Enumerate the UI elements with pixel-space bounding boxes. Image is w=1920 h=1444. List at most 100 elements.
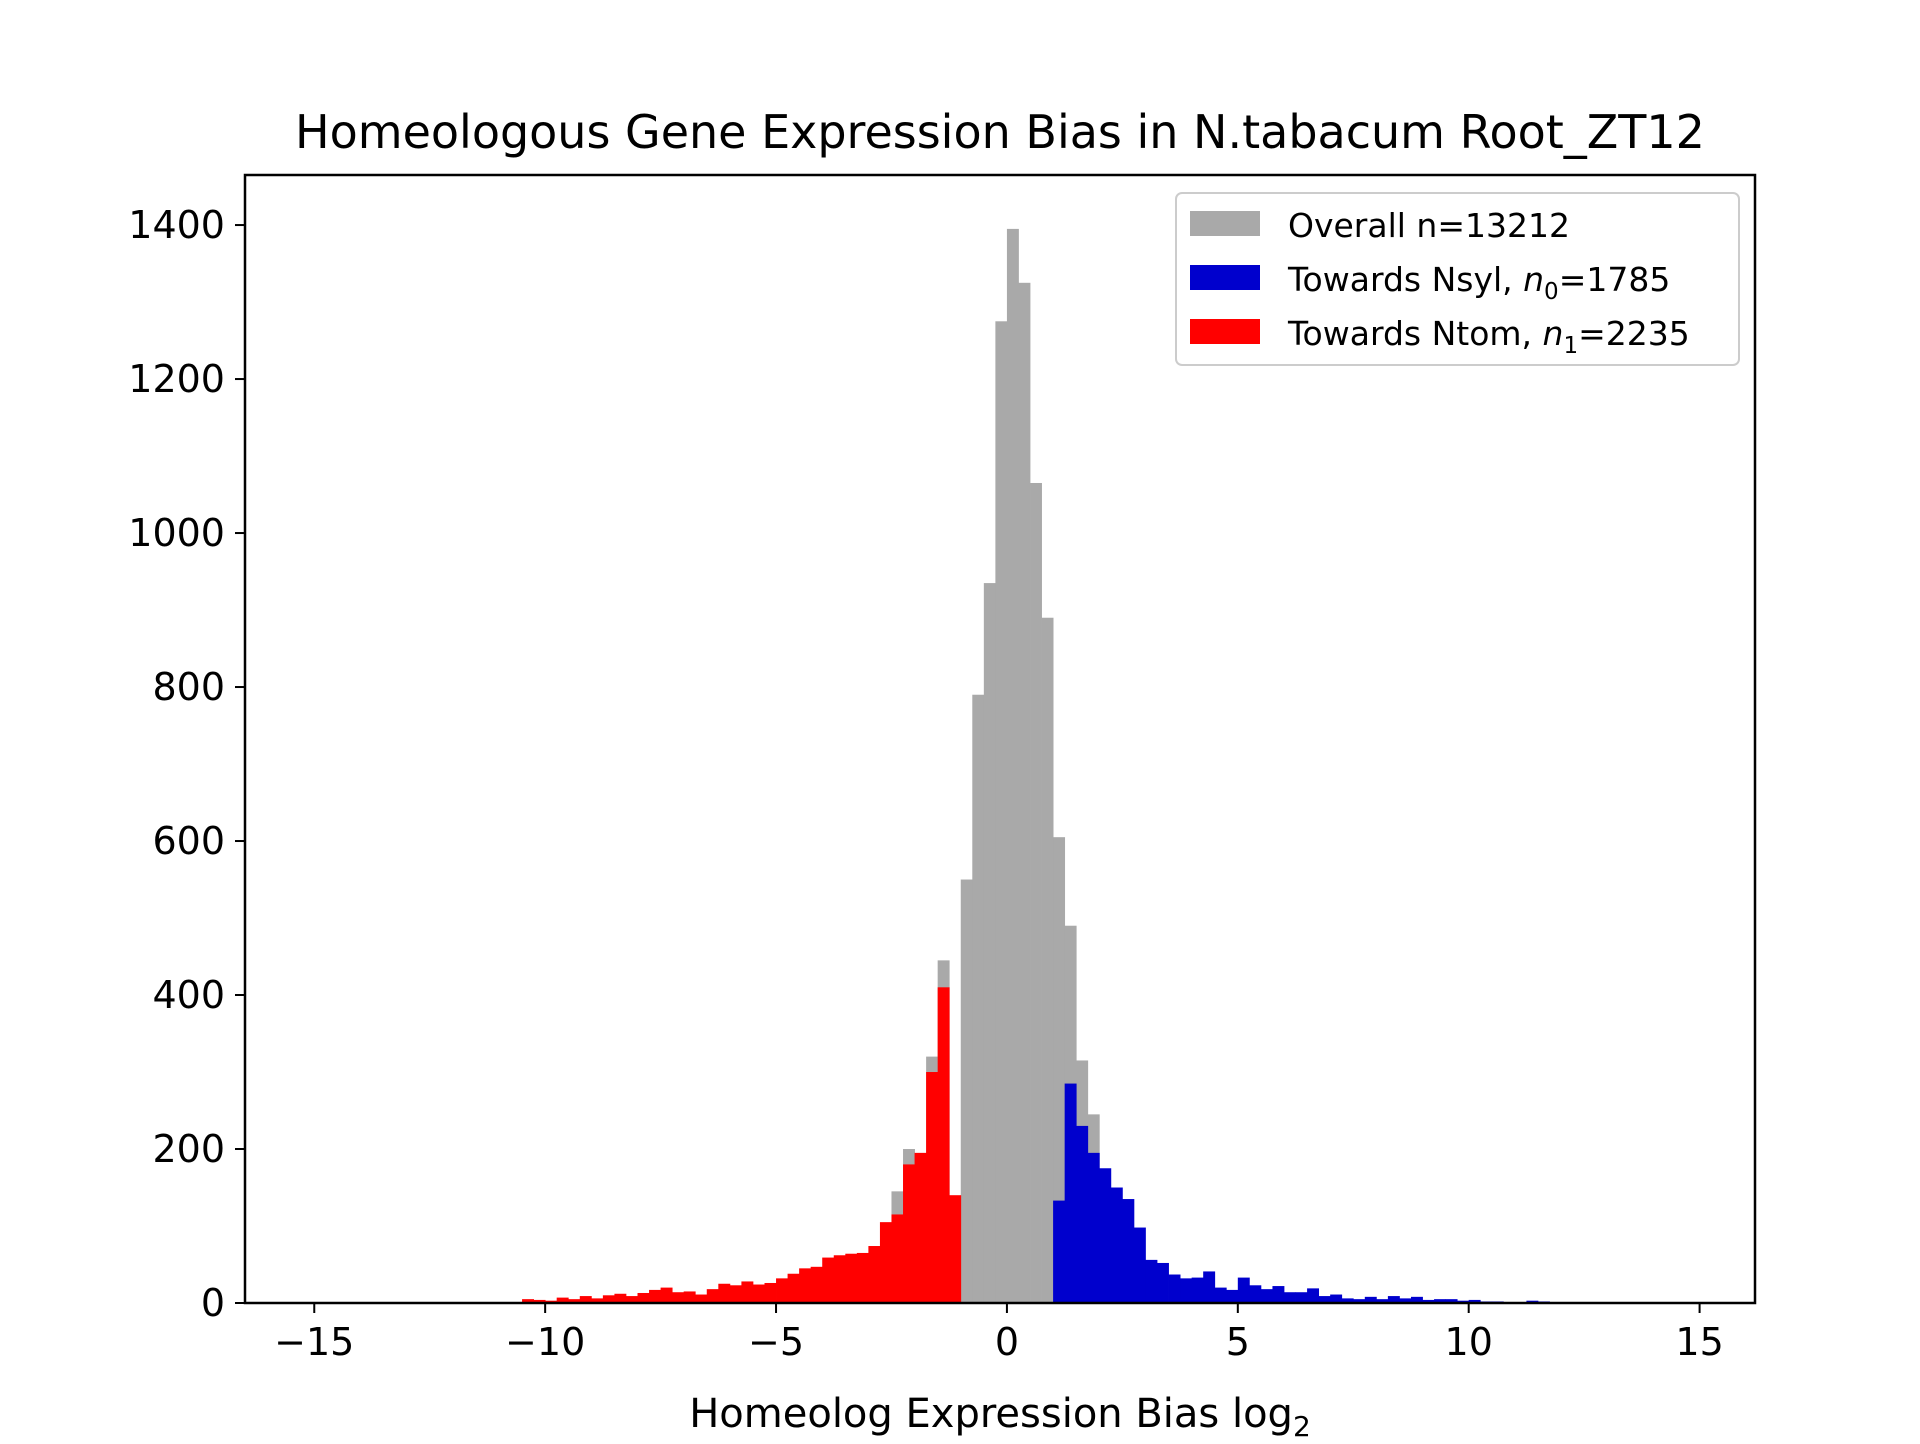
legend-item: Overall n=13212 xyxy=(1190,206,1570,245)
histogram-bar xyxy=(1468,1299,1481,1303)
histogram-bar xyxy=(718,1283,731,1303)
x-tick-label: 0 xyxy=(995,1320,1019,1364)
histogram-bar xyxy=(1341,1298,1354,1303)
histogram-bar xyxy=(949,1195,962,1303)
histogram-bar xyxy=(1226,1289,1239,1303)
histogram-bar xyxy=(1041,617,1054,1303)
histogram-bar xyxy=(833,1255,846,1303)
y-tick-label: 400 xyxy=(152,973,225,1017)
x-tick-label: 5 xyxy=(1226,1320,1250,1364)
histogram-bar xyxy=(1399,1298,1412,1303)
histogram-bar xyxy=(856,1252,869,1303)
histogram-bar xyxy=(649,1289,661,1303)
series-1 xyxy=(522,987,962,1303)
ticks-layer: −15 −10 −5 0 5 10 15 0 200 400 600 800 1000 1200 1400 xyxy=(128,203,1723,1364)
histogram-bar xyxy=(729,1285,742,1303)
legend-label: Towards Ntom, n1=2235 xyxy=(1287,314,1690,359)
histogram-bar xyxy=(556,1297,569,1303)
histogram-bar xyxy=(1387,1296,1400,1303)
histogram-bar xyxy=(1018,282,1031,1303)
histogram-bar xyxy=(1434,1299,1447,1303)
histogram-bar xyxy=(1122,1199,1135,1303)
histogram-bar xyxy=(937,987,950,1303)
histogram-bar xyxy=(1203,1271,1216,1303)
legend-swatch xyxy=(1190,211,1260,236)
legend-box xyxy=(1175,192,1740,366)
legend-item: Towards Ntom, n1=2235 xyxy=(1190,314,1690,359)
histogram-bar xyxy=(625,1296,638,1303)
legend-label: Towards Nsyl, n0=1785 xyxy=(1287,260,1670,305)
histogram-bar xyxy=(1110,1187,1123,1303)
histogram-bar xyxy=(1364,1296,1377,1303)
histogram-bar xyxy=(741,1281,754,1303)
histogram-bar xyxy=(1249,1285,1262,1303)
histogram-bar xyxy=(579,1296,592,1303)
histogram-bar xyxy=(1272,1286,1285,1303)
histogram-bar xyxy=(879,1222,892,1303)
histogram-bar xyxy=(522,1299,534,1303)
histogram-bar xyxy=(1087,1152,1100,1303)
histogram-bar xyxy=(960,879,973,1303)
histogram-bar xyxy=(1180,1278,1193,1303)
histogram-bar xyxy=(891,1214,904,1303)
histogram-bar xyxy=(1283,1292,1296,1303)
x-tick-label: −10 xyxy=(505,1320,585,1364)
histogram-bar xyxy=(533,1299,546,1303)
y-tick-label: 200 xyxy=(152,1127,225,1171)
histogram-bar xyxy=(903,1164,915,1303)
histogram-bar xyxy=(683,1291,696,1303)
histogram-bar xyxy=(1191,1277,1204,1303)
histogram-bar xyxy=(1295,1292,1308,1303)
histogram-bar xyxy=(1422,1299,1435,1303)
chart-title: Homeologous Gene Expression Bias in N.ta… xyxy=(295,105,1705,159)
bars-layer xyxy=(522,228,1550,1303)
histogram-bar xyxy=(1053,1200,1066,1303)
x-tick-label: 15 xyxy=(1675,1320,1723,1364)
y-tick-label: 1400 xyxy=(128,203,225,247)
histogram-bar xyxy=(1260,1289,1273,1303)
histogram-bar xyxy=(1076,1125,1089,1303)
histogram-bar xyxy=(926,1072,939,1303)
histogram-bar xyxy=(695,1294,708,1303)
axes-frame xyxy=(243,173,1757,1305)
histogram-bar xyxy=(1318,1296,1331,1303)
histogram-bar xyxy=(660,1287,673,1303)
histogram-bar xyxy=(672,1292,685,1303)
histogram-bar xyxy=(637,1292,650,1303)
x-tick-label: −15 xyxy=(274,1320,354,1364)
legend-swatch xyxy=(1190,319,1260,344)
legend-swatch xyxy=(1190,265,1260,290)
x-axis-label-text: Homeolog Expression Bias log xyxy=(689,1391,1293,1437)
histogram-bar xyxy=(1053,837,1066,1303)
x-axis-label-subscript: 2 xyxy=(1293,1410,1311,1440)
histogram-bar xyxy=(1064,1083,1077,1303)
histogram-bar xyxy=(568,1299,581,1303)
histogram-bar xyxy=(868,1246,881,1303)
histogram-bar xyxy=(1445,1299,1458,1303)
histogram-bar xyxy=(1145,1259,1158,1303)
histogram-bar xyxy=(845,1253,858,1303)
histogram-bar xyxy=(810,1266,823,1303)
histogram-bar xyxy=(706,1289,719,1303)
x-axis-label: Homeolog Expression Bias log2 xyxy=(689,1391,1311,1440)
x-tick-label: −5 xyxy=(748,1320,804,1364)
histogram-bar xyxy=(1237,1277,1250,1303)
legend-label: Overall n=13212 xyxy=(1288,206,1570,245)
histogram-bar xyxy=(799,1268,812,1303)
series-2 xyxy=(1053,1083,1550,1303)
legend-item: Towards Nsyl, n0=1785 xyxy=(1190,260,1670,305)
histogram-bar xyxy=(591,1298,604,1303)
histogram-bar xyxy=(1330,1294,1343,1303)
histogram-bar xyxy=(1353,1299,1366,1303)
y-tick-label: 1000 xyxy=(128,511,225,555)
y-tick-label: 1200 xyxy=(128,357,225,401)
histogram-bar xyxy=(602,1295,615,1303)
histogram-bar xyxy=(1030,482,1042,1303)
histogram-bar xyxy=(614,1293,627,1303)
x-tick-label: 10 xyxy=(1445,1320,1493,1364)
y-tick-label: 600 xyxy=(152,819,225,863)
histogram-bar xyxy=(1376,1299,1389,1303)
histogram-bar xyxy=(1214,1287,1227,1303)
